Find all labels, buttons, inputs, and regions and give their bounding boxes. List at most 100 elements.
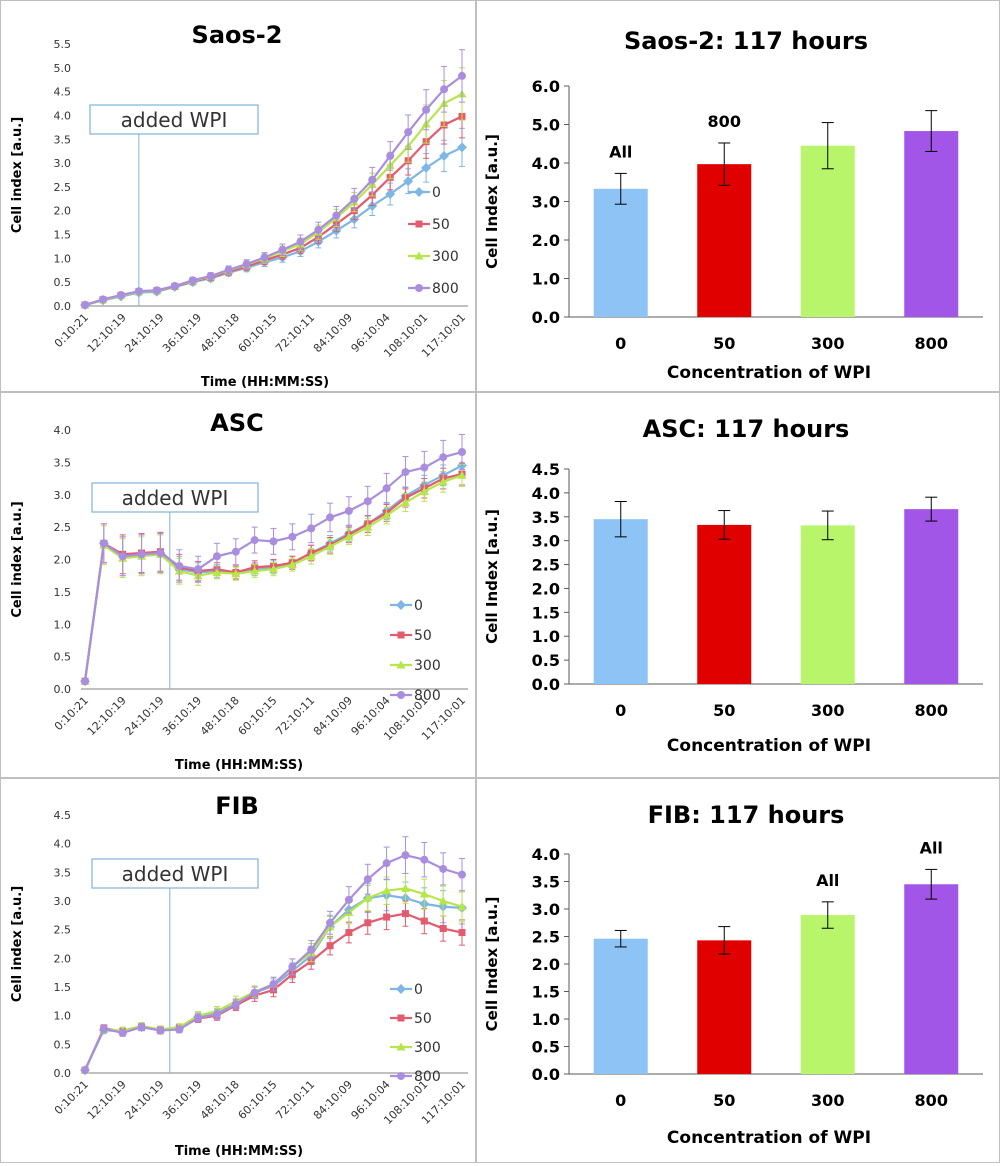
y-tick-label: 5.0 [532, 116, 560, 135]
chart-title: FIB [215, 792, 259, 820]
panel-line-fib: FIB 0.0 0.5 1.0 1.5 2.0 2.5 3.0 3.5 4.0 4.5 Cell in… [0, 778, 476, 1163]
data-point [175, 1025, 184, 1034]
line-chart-asc: ASC 0.0 0.5 1.0 1.5 2.0 2.5 3.0 3.5 4.0 Cell index… [10, 409, 468, 773]
x-axis-label: Time (HH:MM:SS) [175, 1144, 303, 1159]
line-chart-fib: FIB 0.0 0.5 1.0 1.5 2.0 2.5 3.0 3.5 4.0 4.5 Cell in… [10, 792, 468, 1159]
data-point [420, 463, 429, 472]
x-tick-label: 800 [915, 1091, 948, 1110]
data-point [401, 468, 410, 477]
y-tick-label: 3.0 [54, 157, 72, 170]
series-line-50 [84, 115, 463, 307]
data-point [99, 1024, 108, 1033]
bar-800 [904, 884, 959, 1074]
annotation-label: added WPI [122, 862, 229, 886]
data-point [383, 913, 391, 921]
x-axis-label: Concentration of WPI [667, 1128, 871, 1148]
data-point [231, 1000, 240, 1009]
chart-title: Saos-2: 117 hours [624, 27, 868, 55]
data-point [401, 910, 409, 918]
legend-marker [396, 660, 406, 669]
y-tick-label: 2.5 [532, 928, 560, 947]
x-tick-label: 48:10:18 [198, 1078, 242, 1122]
y-tick-label: 2.0 [532, 231, 560, 250]
data-point [242, 260, 251, 269]
data-point [188, 276, 197, 285]
x-tick-label: 60:10:15 [235, 694, 279, 738]
bar-300 [800, 525, 855, 684]
bar-chart-asc: ASC: 117 hours 0.0 0.5 1.0 1.5 2.0 2.5 3.0 3.5 4.… [483, 415, 983, 756]
data-point [350, 194, 359, 203]
panel-bar-saos2: Saos-2: 117 hours 0.0 1.0 2.0 3.0 4.0 5.0 6.0 Ce… [476, 0, 1000, 392]
legend-label: 50 [414, 628, 432, 644]
data-point [287, 560, 297, 569]
x-tick-label: 60:10:15 [235, 311, 279, 355]
legend-marker [415, 220, 423, 228]
y-tick-label: 3.5 [54, 456, 72, 469]
data-point [212, 1010, 221, 1019]
data-point [137, 550, 146, 559]
y-tick-label: 0.5 [54, 276, 72, 289]
data-point [326, 513, 335, 522]
x-tick-label: 50 [713, 1091, 735, 1110]
data-point [156, 1026, 165, 1035]
data-point [345, 929, 353, 937]
x-axis-label: Time (HH:MM:SS) [175, 758, 303, 773]
data-point [344, 532, 354, 541]
bar-0 [593, 519, 648, 684]
x-tick-label: 48:10:18 [198, 311, 242, 355]
y-tick-label: 0.0 [532, 1065, 560, 1084]
data-point [98, 295, 107, 304]
data-point [99, 539, 108, 548]
y-tick-label: 0.5 [532, 1038, 560, 1057]
bar-800 [904, 509, 959, 684]
x-tick-label: 72:10:11 [273, 311, 317, 355]
data-point [400, 498, 410, 507]
legend-label: 300 [414, 1040, 441, 1056]
data-point [401, 851, 410, 860]
x-tick-label: 50 [713, 701, 735, 720]
bar-50 [697, 524, 752, 684]
chart-title: FIB: 117 hours [648, 801, 845, 829]
bar-50 [697, 164, 752, 317]
legend-marker [414, 251, 424, 260]
data-point [269, 980, 278, 989]
x-axis-label: Time (HH:MM:SS) [201, 375, 329, 390]
annotation-box [89, 104, 259, 135]
legend-marker [414, 187, 424, 197]
data-point [382, 510, 392, 519]
y-tick-label: 1.5 [54, 586, 72, 599]
y-tick-label: 1.5 [532, 983, 560, 1002]
y-tick-label: 2.0 [54, 205, 72, 218]
series-line-0 [84, 146, 463, 307]
x-tick-label: 300 [811, 701, 844, 720]
x-tick-label: 12:10:19 [85, 1078, 129, 1122]
x-tick-label: 12:10:19 [85, 311, 129, 355]
legend-label: 50 [432, 217, 450, 233]
y-tick-label: 4.0 [54, 109, 72, 122]
y-tick-label: 0.5 [54, 651, 72, 664]
y-axis-label: Cell Index [a.u.] [483, 509, 501, 644]
data-point [325, 542, 335, 551]
data-point [458, 870, 466, 879]
legend-marker [396, 984, 406, 994]
chart-title: ASC [210, 409, 263, 437]
y-tick-label: 1.5 [532, 603, 560, 622]
x-tick-label: 300 [811, 334, 844, 353]
y-tick-label: 4.0 [532, 154, 560, 173]
x-tick-label: 60:10:15 [235, 1078, 279, 1122]
data-point [326, 942, 334, 950]
legend-label: 0 [414, 982, 423, 998]
data-point [260, 253, 269, 262]
legend-label: 300 [432, 249, 459, 265]
y-tick-label: 4.5 [54, 86, 72, 99]
y-axis-label: Cell index [a.u.] [10, 886, 25, 1002]
x-tick-label: 84:10:09 [311, 311, 355, 355]
y-tick-label: 1.0 [54, 252, 72, 265]
bar-chart-saos2: Saos-2: 117 hours 0.0 1.0 2.0 3.0 4.0 5.0 6.0 Ce… [483, 27, 983, 383]
y-axis-label: Cell Index [a.u.] [483, 134, 501, 269]
x-tick-label: 24:10:19 [122, 694, 166, 738]
bar-0 [593, 188, 648, 317]
x-tick-label: 84:10:09 [311, 694, 355, 738]
y-tick-label: 1.0 [532, 1010, 560, 1029]
